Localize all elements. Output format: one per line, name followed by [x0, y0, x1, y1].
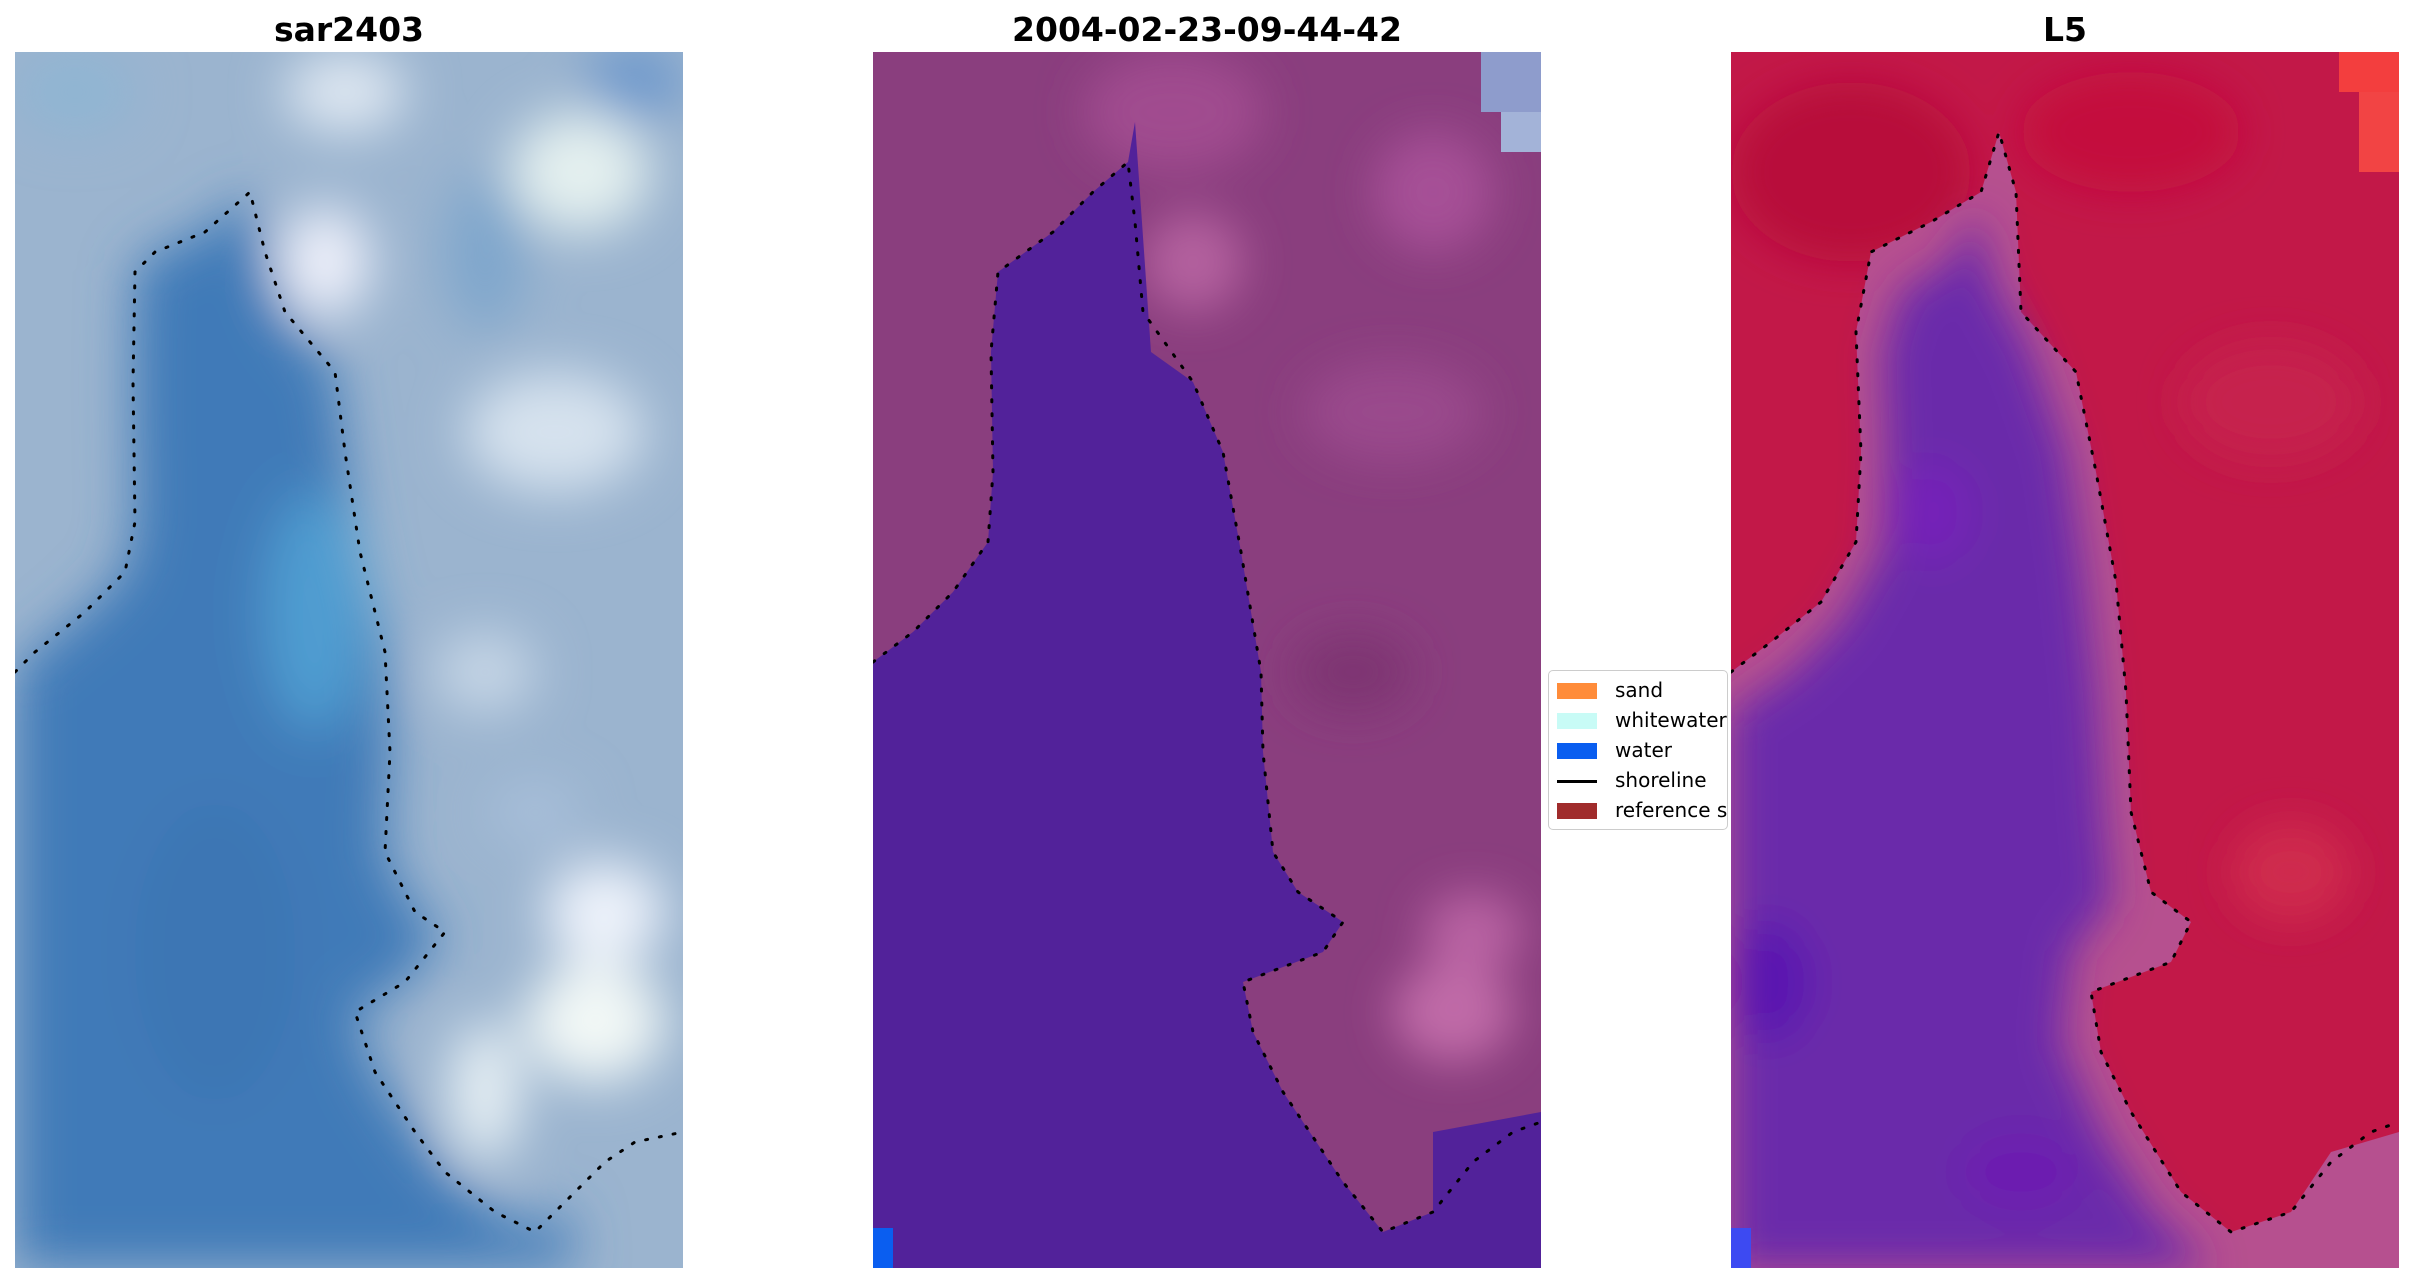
- rgb-image-panel: [15, 52, 683, 1268]
- classified-water-region: [873, 122, 1541, 1268]
- legend-label-whitewater: whitewater: [1615, 708, 1727, 732]
- shoreline-rgb: [15, 189, 683, 1234]
- panel-title-rgb: sar2403: [273, 10, 425, 49]
- legend-label-water: water: [1615, 738, 1672, 762]
- panel-title-classified: 2004-02-23-09-44-42: [1012, 10, 1402, 49]
- legend-label-sand: sand: [1615, 678, 1664, 702]
- panel-title-index: L5: [2043, 10, 2087, 49]
- legend-label-reference: reference s: [1615, 798, 1728, 822]
- legend-swatch-reference: [1557, 803, 1597, 819]
- shoreline-classified: [873, 159, 1541, 1234]
- classified-image-panel: [873, 52, 1541, 1268]
- index-image-panel: [1731, 52, 2399, 1268]
- legend-line-shoreline: [1557, 780, 1597, 783]
- legend-swatch-water: [1557, 743, 1597, 759]
- legend-swatch-whitewater: [1557, 713, 1597, 729]
- shoreline-index: [1731, 126, 2399, 1234]
- legend-swatch-sand: [1557, 683, 1597, 699]
- legend: sand whitewater water shoreline referenc…: [1548, 670, 1728, 830]
- legend-label-shoreline: shoreline: [1615, 768, 1707, 792]
